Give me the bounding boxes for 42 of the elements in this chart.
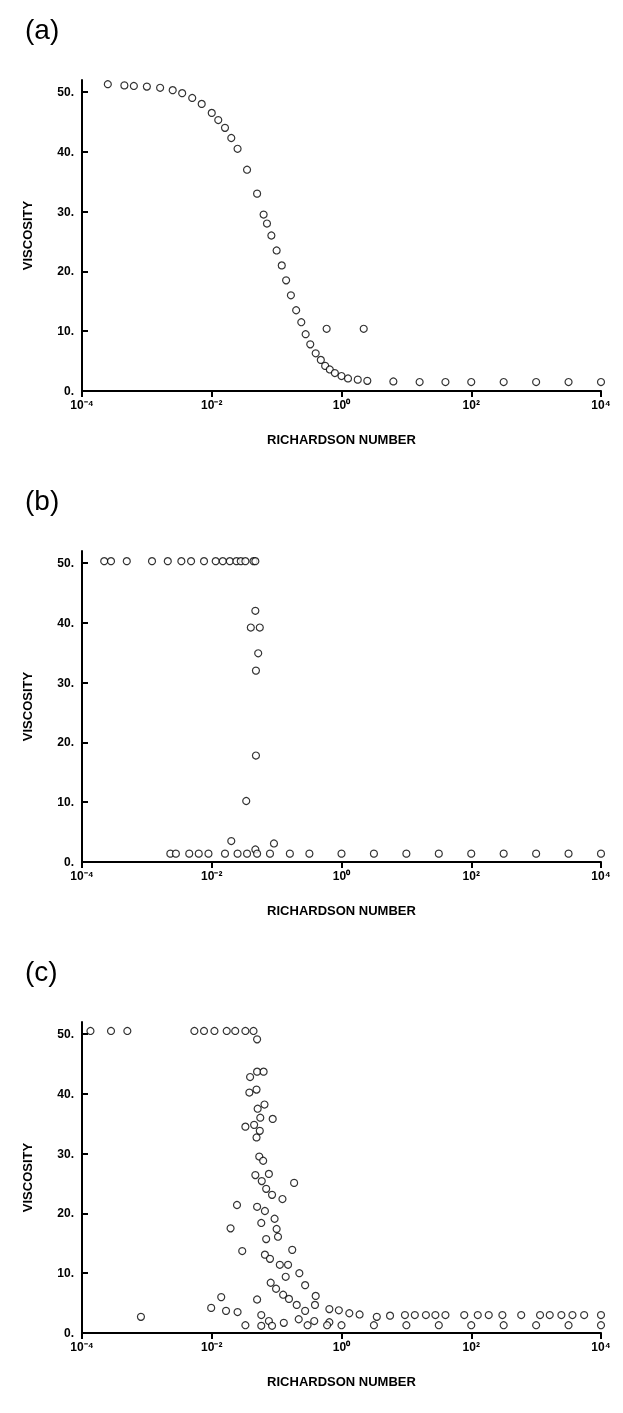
y-tick-label: 30. bbox=[57, 204, 74, 219]
y-tick-label: 0. bbox=[63, 855, 74, 869]
y-tick-label: 20. bbox=[57, 264, 74, 279]
y-axis-title: VISCOSITY bbox=[20, 1142, 35, 1213]
y-tick-label: 30. bbox=[57, 675, 74, 690]
y-axis-title: VISCOSITY bbox=[20, 200, 35, 271]
y-tick-label: 30. bbox=[57, 1146, 74, 1161]
x-tick-label: 10⁻⁴ bbox=[70, 869, 94, 883]
x-tick-label: 10⁰ bbox=[332, 869, 352, 883]
y-tick-label: 50. bbox=[57, 555, 74, 570]
y-tick-label: 50. bbox=[57, 84, 74, 99]
chart-title: (a) bbox=[25, 13, 60, 45]
x-tick-label: 10² bbox=[462, 869, 480, 883]
y-tick-label: 10. bbox=[57, 795, 74, 810]
x-axis-title: RICHARDSON NUMBER bbox=[267, 903, 417, 918]
x-axis-title: RICHARDSON NUMBER bbox=[267, 432, 417, 447]
y-tick-label: 0. bbox=[63, 384, 74, 398]
x-tick-label: 10² bbox=[462, 1340, 480, 1354]
y-axis-title: VISCOSITY bbox=[20, 671, 35, 742]
chart-title: (b) bbox=[25, 484, 60, 516]
x-tick-label: 10⁰ bbox=[332, 398, 352, 412]
x-tick-label: 10⁰ bbox=[332, 1340, 352, 1354]
y-tick-label: 10. bbox=[57, 324, 74, 339]
y-tick-label: 20. bbox=[57, 1206, 74, 1221]
y-tick-label: 10. bbox=[57, 1266, 74, 1281]
x-axis-title: RICHARDSON NUMBER bbox=[267, 1374, 417, 1389]
x-tick-label: 10⁻⁴ bbox=[70, 1340, 94, 1354]
x-tick-label: 10⁴ bbox=[591, 398, 611, 412]
y-tick-label: 40. bbox=[57, 615, 74, 630]
y-tick-label: 50. bbox=[57, 1026, 74, 1041]
y-tick-label: 40. bbox=[57, 1086, 74, 1101]
x-tick-label: 10⁴ bbox=[591, 1340, 611, 1354]
x-tick-label: 10⁻² bbox=[201, 1340, 223, 1354]
x-tick-label: 10⁴ bbox=[591, 869, 611, 883]
x-tick-label: 10⁻² bbox=[201, 398, 223, 412]
x-tick-label: 10⁻⁴ bbox=[70, 398, 94, 412]
x-tick-label: 10² bbox=[462, 398, 480, 412]
chart-title: (c) bbox=[25, 955, 58, 987]
x-tick-label: 10⁻² bbox=[201, 869, 223, 883]
y-tick-label: 20. bbox=[57, 735, 74, 750]
y-tick-label: 0. bbox=[63, 1326, 74, 1340]
y-tick-label: 40. bbox=[57, 144, 74, 159]
